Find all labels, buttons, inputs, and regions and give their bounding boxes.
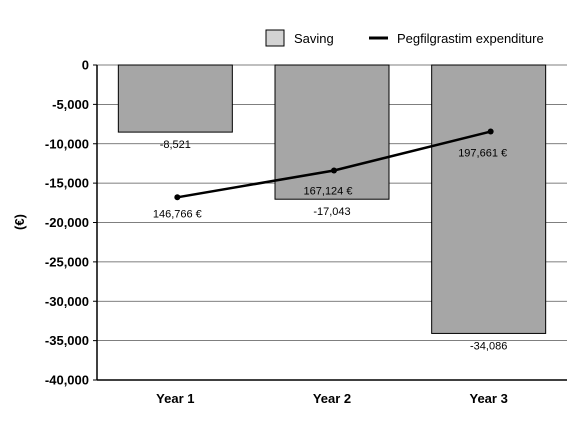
bar [117, 64, 233, 133]
axes [93, 64, 567, 381]
data-labels: -8,521 -17,043 -34,086 146,766 € 167,124 € 19… [153, 139, 507, 352]
y-tick-label: -30,000 [45, 294, 89, 309]
bar [431, 64, 547, 334]
bar [274, 64, 390, 200]
legend-saving-swatch [265, 29, 285, 47]
y-tick-label: -10,000 [45, 136, 89, 151]
y-tick-label: -25,000 [45, 254, 89, 269]
y-tick-label: 0 [82, 58, 89, 73]
y-axis-label: (€) [12, 214, 27, 230]
x-category-labels: Year 1 Year 2 Year 3 [156, 391, 508, 406]
y-tick-label: -40,000 [45, 373, 89, 388]
x-category-label: Year 2 [313, 391, 351, 406]
bars [117, 64, 547, 334]
expenditure-data-label: 146,766 € [153, 208, 202, 220]
y-tick-label: -15,000 [45, 176, 89, 191]
expenditure-line [174, 128, 494, 201]
expenditure-point [174, 194, 181, 201]
x-category-label: Year 3 [470, 391, 508, 406]
y-tick-label: -5,000 [52, 97, 89, 112]
expenditure-data-label: 197,661 € [458, 148, 507, 160]
expenditure-data-label: 167,124 € [304, 186, 353, 198]
bar-data-label: -8,521 [160, 139, 191, 151]
bar-data-label: -34,086 [470, 340, 507, 352]
bar-data-label: -17,043 [313, 206, 350, 218]
y-tick-labels: 0 -5,000 -10,000 -15,000 -20,000 -25,000 -30,0… [45, 58, 89, 388]
y-tick-label: -35,000 [45, 333, 89, 348]
x-category-label: Year 1 [156, 391, 194, 406]
expenditure-point [487, 128, 494, 135]
legend-saving-label: Saving [294, 31, 334, 46]
expenditure-point [331, 167, 337, 174]
y-tick-label: -20,000 [45, 215, 89, 230]
legend-expenditure-label: Pegfilgrastim expenditure [397, 31, 544, 46]
legend: Saving Pegfilgrastim expenditure [265, 29, 544, 47]
